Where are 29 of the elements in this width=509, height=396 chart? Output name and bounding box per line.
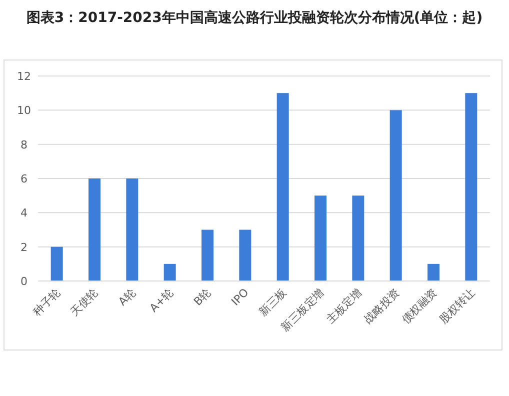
x-tick-label: A轮 [116,286,138,308]
bar [390,110,402,281]
bar [314,196,326,281]
y-tick-label: 4 [20,206,28,220]
bar [50,246,63,281]
bar [164,264,176,281]
bar [202,230,214,281]
x-tick-label: A+轮 [147,286,176,315]
y-tick-label: 0 [20,275,28,288]
y-tick-label: 10 [17,104,31,118]
bar [352,196,364,281]
y-tick-label: 8 [20,138,28,152]
y-tick-label: 6 [20,172,28,186]
x-tick-label: B轮 [191,286,214,308]
x-tick-label: 天使轮 [68,286,101,318]
bar [428,264,440,281]
chart-title: 图表3：2017-2023年中国高速公路行业投融资轮次分布情况(单位：起) [26,9,483,26]
x-tick-label: 新三板 [256,286,289,318]
bar [126,178,138,281]
bar [88,178,100,281]
bar [465,93,478,281]
x-tick-label: 战略投资 [362,286,402,326]
x-tick-label: 种子轮 [30,286,63,318]
y-tick-label: 12 [17,70,31,83]
bar [239,230,252,281]
x-tick-label: IPO [228,286,252,308]
x-tick-label: 主板定增 [324,286,364,326]
y-tick-label: 2 [20,240,28,254]
bar [276,93,289,281]
